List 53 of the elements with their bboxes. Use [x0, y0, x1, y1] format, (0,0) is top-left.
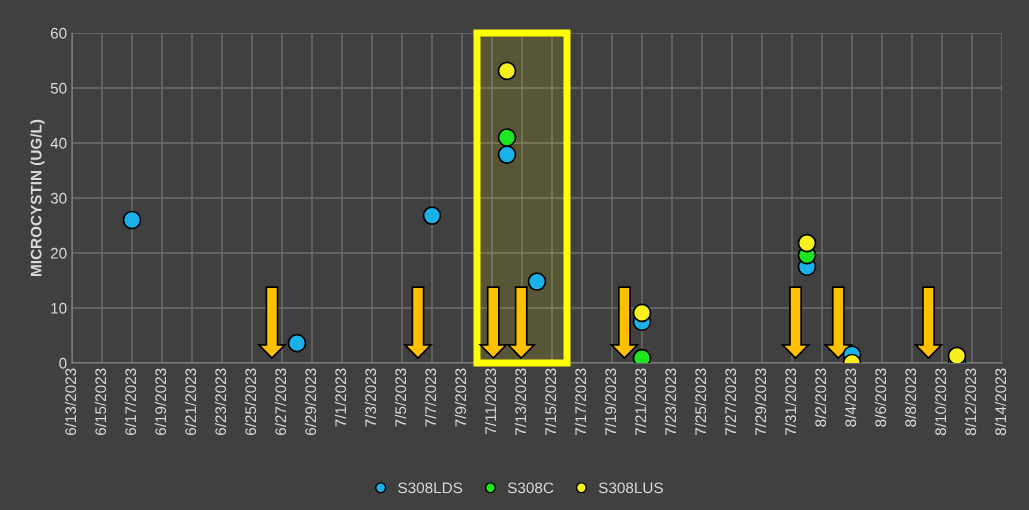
- x-tick-label: 8/14/2023: [994, 368, 1007, 436]
- x-tick-label: 7/31/2023: [784, 368, 797, 436]
- legend-label: S308C: [507, 482, 554, 494]
- x-tick-label: 6/27/2023: [274, 368, 287, 436]
- point: [497, 61, 517, 81]
- x-tick-label: 6/15/2023: [94, 368, 107, 436]
- x-tick-label: 7/29/2023: [754, 368, 767, 436]
- legend-label: S308LDS: [398, 482, 463, 494]
- x-tick-label: 7/3/2023: [364, 368, 377, 427]
- y-tick-label: 40: [50, 137, 67, 149]
- y-tick-label: 60: [50, 27, 67, 39]
- x-tick-label: 7/27/2023: [724, 368, 737, 436]
- y-tick-label: 10: [51, 302, 67, 314]
- x-tick-label: 8/12/2023: [964, 368, 977, 436]
- point: [527, 272, 547, 291]
- x-tick-label: 7/5/2023: [394, 368, 407, 427]
- x-tick-label: 8/2/2023: [814, 368, 827, 427]
- point: [122, 210, 142, 230]
- x-tick-label: 7/11/2023: [484, 368, 497, 434]
- x-tick-label: 7/9/2023: [454, 368, 467, 427]
- x-tick-label: 8/6/2023: [874, 368, 887, 427]
- x-tick-label: 7/19/2023: [604, 368, 617, 436]
- point: [422, 206, 442, 225]
- x-tick-label: 7/23/2023: [664, 368, 677, 436]
- y-tick-label: 20: [50, 247, 67, 259]
- x-tick-label: 8/10/2023: [934, 368, 947, 436]
- x-tick-label: 6/21/2023: [184, 368, 197, 436]
- x-tick-label: 6/13/2023: [64, 368, 77, 436]
- x-tick-label: 8/4/2023: [844, 368, 857, 427]
- x-tick-label: 7/13/2023: [514, 368, 527, 436]
- x-tick-label: 6/19/2023: [154, 368, 167, 436]
- point: [632, 303, 652, 323]
- point: [947, 346, 967, 363]
- y-axis-title: MICROCYSTIN (UG/L): [30, 119, 45, 276]
- x-tick-label: 6/23/2023: [214, 368, 227, 436]
- y-tick-label: 30: [50, 192, 67, 204]
- x-tick-label: 7/7/2023: [424, 368, 437, 427]
- x-tick-label: 7/25/2023: [694, 368, 707, 436]
- x-tick-label: 8/8/2023: [904, 368, 917, 427]
- x-tick-label: 7/15/2023: [544, 368, 557, 436]
- x-tick-label: 7/17/2023: [574, 368, 587, 436]
- x-tick-label: 7/21/2023: [634, 368, 647, 436]
- y-tick-label: 50: [50, 82, 67, 94]
- point: [497, 145, 517, 164]
- legend-label: S308LUS: [598, 482, 663, 494]
- x-tick-label: 6/25/2023: [244, 368, 257, 436]
- x-tick-label: 7/1/2023: [334, 368, 347, 427]
- x-tick-label: 6/17/2023: [124, 368, 137, 436]
- point: [287, 333, 307, 353]
- point: [797, 233, 817, 253]
- point: [497, 128, 517, 147]
- x-tick-label: 6/29/2023: [304, 368, 317, 436]
- y-tick-label: 0: [59, 357, 67, 369]
